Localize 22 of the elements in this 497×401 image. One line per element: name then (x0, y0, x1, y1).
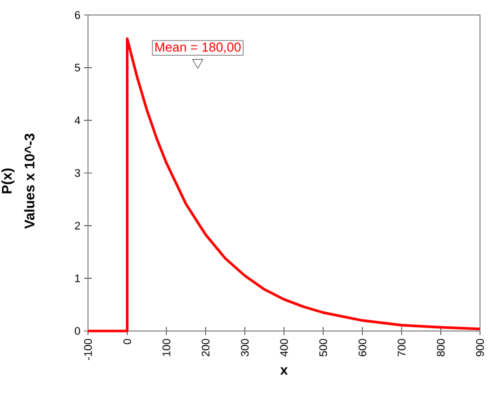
x-tick-label: 600 (358, 338, 366, 356)
y-tick-label: 3 (74, 169, 80, 177)
x-tick-label: 500 (319, 338, 328, 356)
x-tick-label: 900 (476, 338, 484, 356)
y-tick-label: 1 (75, 274, 80, 282)
text: Values x 10^-3 (24, 134, 34, 229)
y-tick-label: 4 (74, 116, 80, 124)
y-tick-label: 6 (74, 11, 80, 19)
x-tick-label: 100 (162, 338, 170, 356)
y-tick-label: 5 (74, 64, 80, 72)
x-tick-label: -100 (84, 338, 92, 360)
y-tick-label: 2 (74, 222, 80, 230)
x-tick-label: 200 (202, 338, 210, 356)
x-tick-label: 800 (436, 338, 445, 356)
x-tick-label: 0 (123, 338, 132, 344)
x-axis-title: x (280, 367, 288, 375)
x-tick-label: 300 (240, 338, 249, 356)
x-tick-label: 700 (398, 338, 406, 356)
annotation: Mean = 180,00 (155, 42, 241, 54)
y-tick-label: 0 (74, 327, 80, 335)
x-tick-label: 400 (280, 338, 288, 357)
y-axis-title: P(x) (1, 168, 14, 194)
